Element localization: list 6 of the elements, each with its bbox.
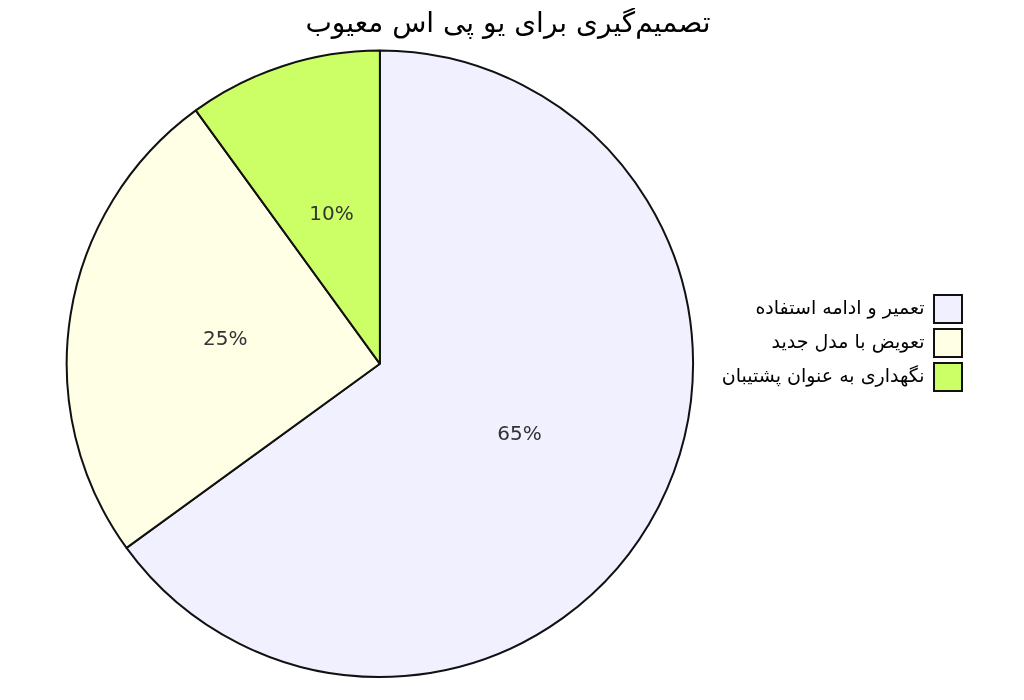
data-label: 65% bbox=[497, 421, 542, 446]
legend-label: نگهداری به عنوان پشتیبان bbox=[721, 363, 925, 387]
legend-label: تعویض با مدل جدید bbox=[771, 329, 925, 353]
data-label: 10% bbox=[309, 201, 354, 226]
legend-label: تعمیر و ادامه استفاده bbox=[755, 295, 925, 319]
data-label: 25% bbox=[202, 325, 248, 350]
